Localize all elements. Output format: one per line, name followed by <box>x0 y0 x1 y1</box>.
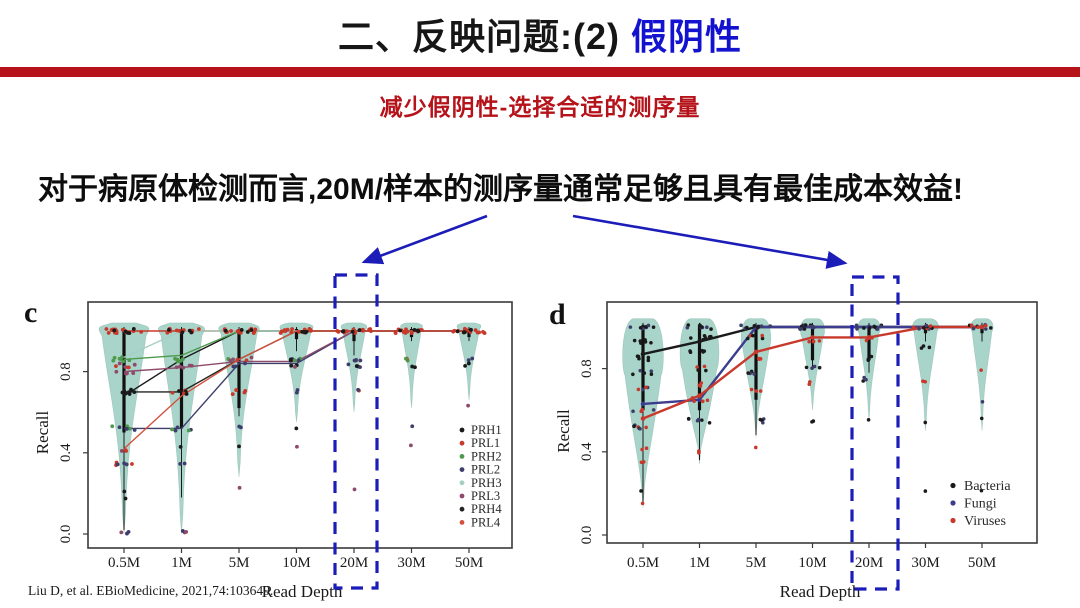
pointer-arrow <box>361 214 488 265</box>
svg-text:5M: 5M <box>746 555 767 571</box>
violin-plot-c: 0.5M 1M 5M 10M 20M 30M 50M 0.0 0.4 0.8 Read Depth R… <box>24 296 513 601</box>
svg-text:20M: 20M <box>855 555 883 571</box>
legend: Bacteria Fungi Viruses <box>950 479 1011 529</box>
svg-text:0.0: 0.0 <box>579 526 595 545</box>
plot-frame <box>606 301 1038 544</box>
chart-d-recall-violin: 0.5M 1M 5M 10M 20M 30M 50M 0.0 0.4 0.8 Read Depth R… <box>533 284 1080 608</box>
svg-text:Fungi: Fungi <box>964 497 997 512</box>
svg-text:PRH1: PRH1 <box>471 423 502 437</box>
axes: 0.5M 1M 5M 10M 20M 30M 50M 0.0 0.4 0.8 Read Depth R… <box>33 362 483 601</box>
svg-text:0.0: 0.0 <box>58 525 74 544</box>
svg-text:30M: 30M <box>911 555 939 571</box>
title-divider <box>0 67 1080 77</box>
violin-plot-d: 0.5M 1M 5M 10M 20M 30M 50M 0.0 0.4 0.8 Read Depth R… <box>549 298 1038 601</box>
pointer-arrow <box>572 214 848 269</box>
svg-text:10M: 10M <box>282 555 310 571</box>
svg-text:PRH3: PRH3 <box>471 476 502 490</box>
scatter-points <box>628 322 993 506</box>
svg-text:30M: 30M <box>397 555 425 571</box>
svg-text:1M: 1M <box>171 555 192 571</box>
title-highlight-text: 假阴性 <box>630 16 742 57</box>
svg-text:50M: 50M <box>455 555 483 571</box>
svg-text:0.5M: 0.5M <box>627 555 659 571</box>
y-axis-label: Recall <box>554 409 573 453</box>
svg-text:PRL4: PRL4 <box>471 515 501 529</box>
svg-text:PRL2: PRL2 <box>471 463 500 477</box>
x-axis-label: Read Depth <box>780 582 861 601</box>
svg-text:0.5M: 0.5M <box>108 555 140 571</box>
x-axis-label: Read Depth <box>262 582 343 601</box>
axes: 0.5M 1M 5M 10M 20M 30M 50M 0.0 0.4 0.8 Read Depth R… <box>554 359 996 601</box>
svg-text:0.4: 0.4 <box>58 443 74 462</box>
panel-label: c <box>24 296 37 329</box>
svg-text:0.8: 0.8 <box>58 362 74 381</box>
key-statement: 对于病原体检测而言,20M/样本的测序量通常足够且具有最佳成本效益! <box>38 173 964 206</box>
y-axis-label: Recall <box>33 411 52 455</box>
plot-frame <box>87 301 513 549</box>
svg-text:Viruses: Viruses <box>964 514 1006 529</box>
svg-text:PRH4: PRH4 <box>471 502 502 516</box>
svg-text:PRL3: PRL3 <box>471 489 500 503</box>
svg-text:Bacteria: Bacteria <box>964 479 1011 494</box>
subtitle: 减少假阴性-选择合适的测序量 <box>379 94 701 120</box>
citation: Liu D, et al. EBioMedicine, 2021,74:1036… <box>28 583 274 598</box>
svg-text:5M: 5M <box>229 555 250 571</box>
page-title: 二、反映问题:(2) 假阴性 <box>0 8 1080 60</box>
chart-c-recall-violin: 0.5M 1M 5M 10M 20M 30M 50M 0.0 0.4 0.8 Read Depth R… <box>10 284 525 608</box>
svg-text:10M: 10M <box>798 555 826 571</box>
svg-text:0.4: 0.4 <box>579 442 595 461</box>
scatter-points <box>104 326 487 536</box>
svg-text:20M: 20M <box>340 555 368 571</box>
svg-text:0.8: 0.8 <box>579 359 595 378</box>
svg-text:1M: 1M <box>689 555 710 571</box>
title-text: 二、反映问题:(2) <box>337 16 631 57</box>
svg-text:50M: 50M <box>968 555 996 571</box>
panel-label: d <box>549 298 566 331</box>
svg-text:PRL1: PRL1 <box>471 436 500 450</box>
svg-text:PRH2: PRH2 <box>471 449 502 463</box>
